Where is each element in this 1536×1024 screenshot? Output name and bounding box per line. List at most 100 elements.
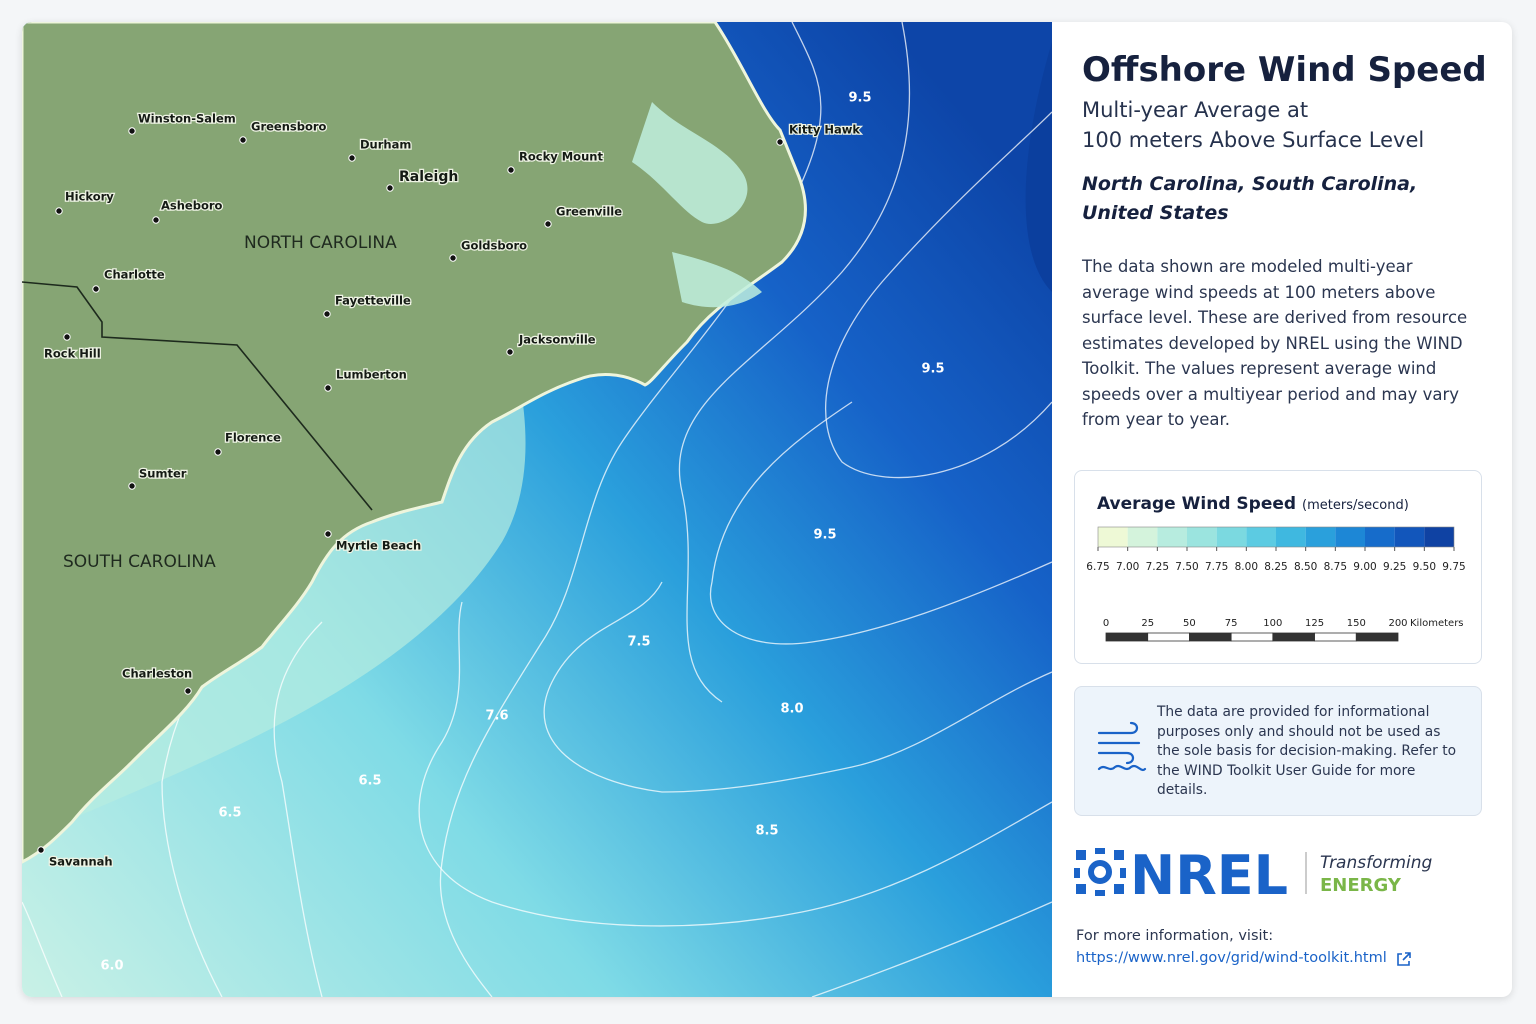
scale-label: 150 xyxy=(1347,618,1366,629)
legend-title: Average Wind Speed (meters/second) xyxy=(1097,494,1409,514)
description: The data shown are modeled multi-year av… xyxy=(1082,257,1468,429)
contour-label: 8.5 xyxy=(755,824,778,839)
city-dot xyxy=(776,138,784,146)
legend-label: 8.75 xyxy=(1324,561,1347,573)
legend-swatch xyxy=(1098,527,1128,547)
scale-segment xyxy=(1147,632,1190,642)
contour-label: 9.5 xyxy=(848,91,871,106)
map-labels: NORTH CAROLINA SOUTH CAROLINA Winston-Sale… xyxy=(37,91,945,974)
legend-label: 6.75 xyxy=(1086,561,1109,573)
legend-label: 8.00 xyxy=(1235,561,1258,573)
legend-swatch xyxy=(1335,527,1365,547)
city-label: Goldsboro xyxy=(461,239,527,253)
legend-label: 7.50 xyxy=(1175,561,1198,573)
map: NORTH CAROLINA SOUTH CAROLINA Winston-Sale… xyxy=(22,22,1052,997)
city-label: Durham xyxy=(360,138,411,152)
city-dot xyxy=(544,220,552,228)
legend-label: 9.50 xyxy=(1413,561,1436,573)
subtitle: Multi-year Average at xyxy=(1082,98,1309,122)
legend-swatch xyxy=(1394,527,1425,547)
legend-box: Average Wind Speed (meters/second) 6.75 7.… xyxy=(1074,470,1482,664)
contour-label: 7.5 xyxy=(627,635,650,650)
land xyxy=(22,22,807,864)
scale-segment xyxy=(1355,632,1399,642)
title: Offshore Wind Speed xyxy=(1082,50,1487,90)
state-border xyxy=(22,281,373,511)
scale-label: 25 xyxy=(1141,618,1154,629)
state-label: NORTH CAROLINA xyxy=(244,233,397,253)
legend-title-text: Average Wind Speed xyxy=(1097,494,1296,514)
city-label: Charlotte xyxy=(104,268,165,282)
contour-label: 7.6 xyxy=(485,709,508,724)
city-label: Charleston xyxy=(122,667,192,681)
contour-label: 9.5 xyxy=(921,362,944,377)
legend-swatch xyxy=(1424,527,1454,547)
city-dot xyxy=(37,846,45,854)
legend-label: 7.75 xyxy=(1205,561,1228,573)
subtitle: 100 meters Above Surface Level xyxy=(1082,128,1425,152)
city-dot xyxy=(55,207,63,215)
legend-swatch xyxy=(1157,527,1187,547)
nrel-logo: NREL Transforming ENERGY xyxy=(1074,844,1433,907)
legend-swatch xyxy=(1187,527,1217,547)
note-box: The data are provided for informational … xyxy=(1074,686,1482,816)
scale-segment xyxy=(1230,632,1274,642)
scale-segment xyxy=(1189,632,1232,642)
city-label: Myrtle Beach xyxy=(336,539,421,553)
city-dot xyxy=(92,285,100,293)
legend-swatch xyxy=(1216,527,1247,547)
city-label: Winston-Salem xyxy=(138,112,236,126)
legend-label: 8.25 xyxy=(1264,561,1287,573)
city-dot xyxy=(507,166,515,174)
scale-label: 100 xyxy=(1263,618,1282,629)
scale-unit: Kilometers xyxy=(1410,618,1464,629)
city-dot xyxy=(506,348,514,356)
city-dot xyxy=(128,482,136,490)
legend-swatch xyxy=(1276,527,1306,547)
legend-label: 8.50 xyxy=(1294,561,1317,573)
contour-label: 8.0 xyxy=(780,702,803,717)
logo-tagline: ENERGY xyxy=(1320,875,1402,896)
contour-label: 6.5 xyxy=(218,806,241,821)
wind-icon xyxy=(1097,721,1147,771)
legend-swatch xyxy=(1305,527,1336,547)
note: The data are provided for informational … xyxy=(1157,704,1457,798)
footer-link[interactable]: https://www.nrel.gov/grid/wind-toolkit.h… xyxy=(1076,950,1387,966)
scale-segment xyxy=(1272,632,1315,642)
legend-label: 9.75 xyxy=(1442,561,1465,573)
city-label: Rocky Mount xyxy=(519,150,603,164)
scale-segment xyxy=(1314,632,1357,642)
logo-tagline: Transforming xyxy=(1320,853,1433,873)
region: North Carolina, South Carolina, xyxy=(1082,173,1418,195)
legend-label: 7.00 xyxy=(1116,561,1139,573)
city-label: Greensboro xyxy=(251,120,327,134)
contour-label: 6.0 xyxy=(100,959,123,974)
city-label: Florence xyxy=(225,431,281,445)
city-label: Kitty Hawk xyxy=(789,123,860,137)
city-dot xyxy=(239,136,247,144)
city-dot xyxy=(348,154,356,162)
card: NORTH CAROLINA SOUTH CAROLINA Winston-Sale… xyxy=(22,22,1512,997)
city-dot xyxy=(449,254,457,262)
scale-label: 50 xyxy=(1183,618,1196,629)
region: United States xyxy=(1082,202,1229,224)
legend: Average Wind Speed (meters/second) 6.75 7.… xyxy=(1086,494,1466,642)
scale-label: 75 xyxy=(1225,618,1238,629)
sounds xyxy=(632,102,762,308)
scale-segment xyxy=(1105,632,1149,642)
scale-label: 125 xyxy=(1305,618,1324,629)
city-label: Hickory xyxy=(65,190,114,204)
city-label: Jacksonville xyxy=(518,333,596,347)
legend-swatch xyxy=(1365,527,1395,547)
city-label: Lumberton xyxy=(336,368,407,382)
city-label: Fayetteville xyxy=(335,294,411,308)
contour-label: 9.5 xyxy=(813,528,836,543)
legend-swatch xyxy=(1246,527,1276,547)
logo-name: NREL xyxy=(1130,844,1288,907)
city-dot xyxy=(386,184,394,192)
legend-unit: (meters/second) xyxy=(1302,498,1409,513)
city-label: Asheboro xyxy=(161,199,223,213)
legend-label: 9.00 xyxy=(1353,561,1376,573)
contour-label: 6.5 xyxy=(358,774,381,789)
city-label: Greenville xyxy=(556,205,622,219)
